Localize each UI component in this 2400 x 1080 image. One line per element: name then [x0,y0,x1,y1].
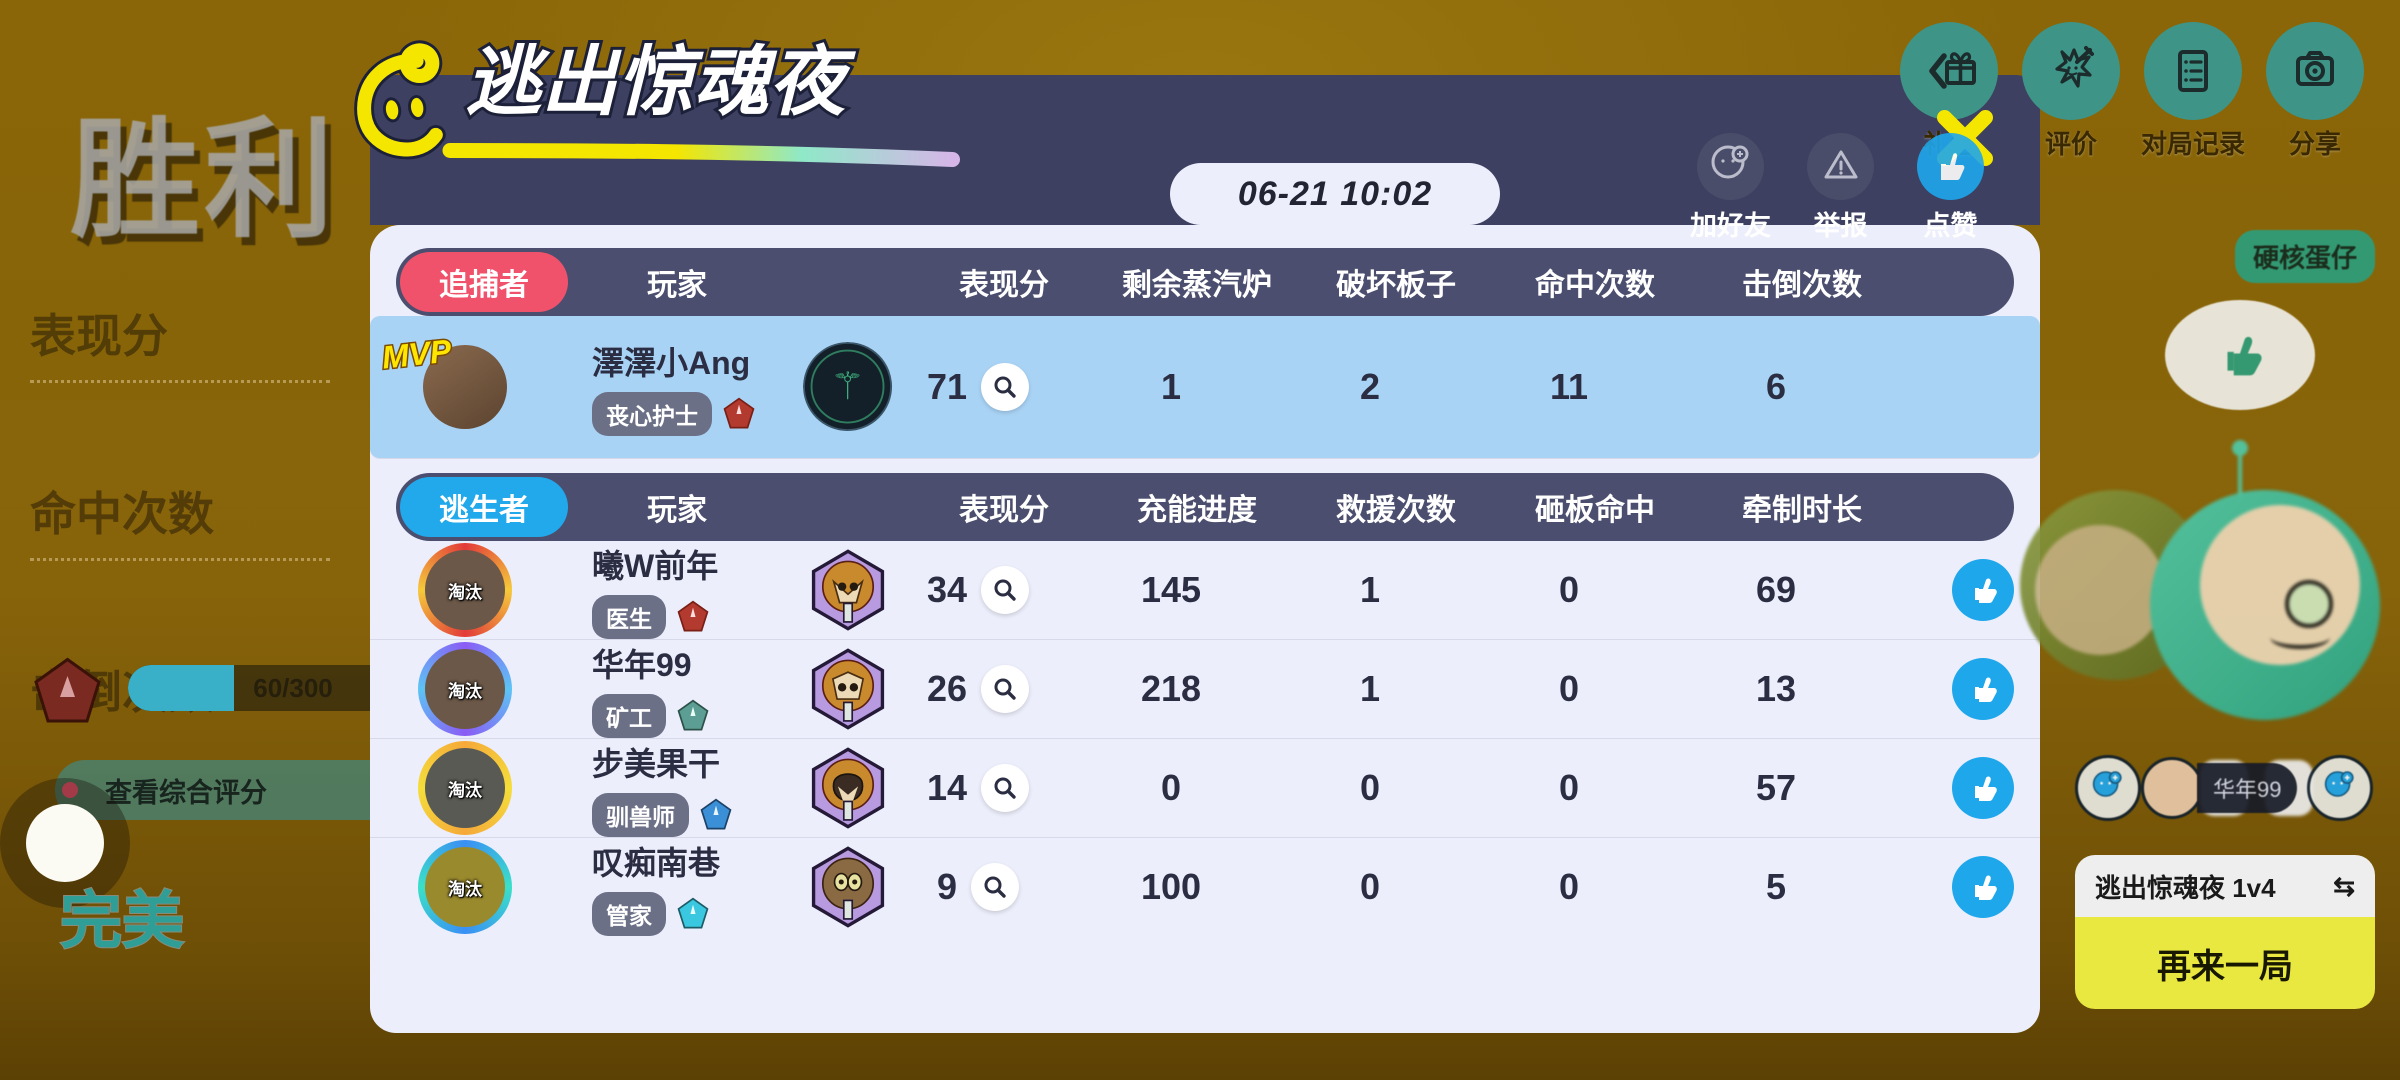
svg-text:⚚: ⚚ [831,366,865,408]
